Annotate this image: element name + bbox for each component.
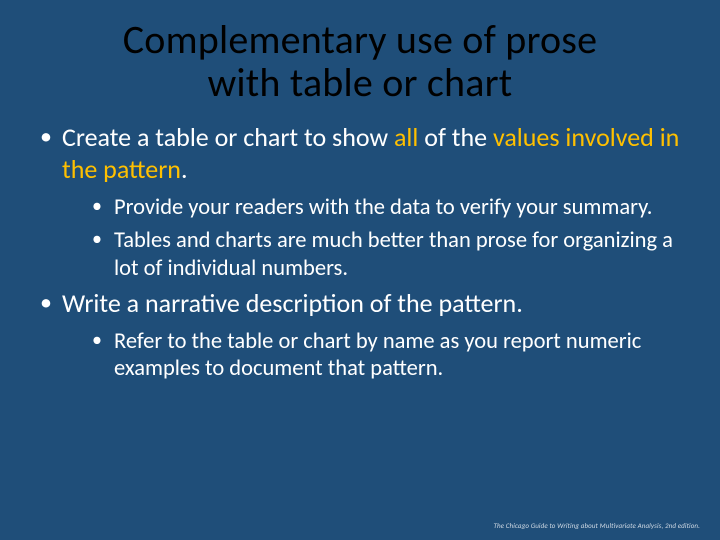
slide: Complementary use of prose with table or… <box>0 0 720 540</box>
bullet-2-sub-1: Refer to the table or chart by name as y… <box>62 328 684 383</box>
bullet-1: Create a table or chart to show all of t… <box>36 122 684 282</box>
bullet-1-text-post: . <box>181 153 188 185</box>
slide-title: Complementary use of prose with table or… <box>36 18 684 104</box>
bullet-1-sub-1: Provide your readers with the data to ve… <box>62 194 684 221</box>
bullet-list: Create a table or chart to show all of t… <box>36 122 684 382</box>
title-line-1: Complementary use of prose <box>123 15 597 64</box>
bullet-2-sublist: Refer to the table or chart by name as y… <box>62 328 684 383</box>
bullet-1-text-pre: Create a table or chart to show <box>62 121 394 153</box>
bullet-1-sub-2: Tables and charts are much better than p… <box>62 227 684 282</box>
bullet-2: Write a narrative description of the pat… <box>36 288 684 383</box>
footer-citation: The Chicago Guide to Writing about Multi… <box>493 521 700 530</box>
bullet-2-text: Write a narrative description of the pat… <box>62 287 523 319</box>
title-line-2: with table or chart <box>208 58 513 107</box>
bullet-1-sublist: Provide your readers with the data to ve… <box>62 194 684 282</box>
bullet-1-highlight-1: all <box>394 121 418 153</box>
bullet-1-text-mid: of the <box>418 121 493 153</box>
